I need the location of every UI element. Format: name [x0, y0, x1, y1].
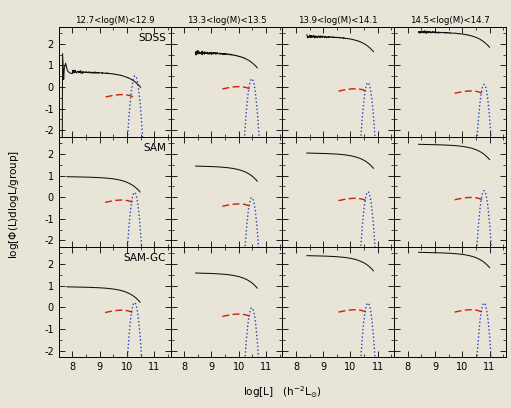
Title: 12.7<log(M)<12.9: 12.7<log(M)<12.9: [75, 16, 154, 25]
Text: log[$\Phi$(L)dlogL/group]: log[$\Phi$(L)dlogL/group]: [7, 149, 21, 259]
Text: SAM-GC: SAM-GC: [124, 253, 166, 264]
Title: 13.3<log(M)<13.5: 13.3<log(M)<13.5: [187, 16, 266, 25]
Title: 13.9<log(M)<14.1: 13.9<log(M)<14.1: [298, 16, 378, 25]
Text: SDSS: SDSS: [138, 33, 166, 43]
Text: SAM: SAM: [143, 143, 166, 153]
Title: 14.5<log(M)<14.7: 14.5<log(M)<14.7: [410, 16, 490, 25]
Text: log[L]   (h$^{-2}$L$_{\odot}$): log[L] (h$^{-2}$L$_{\odot}$): [243, 385, 322, 400]
